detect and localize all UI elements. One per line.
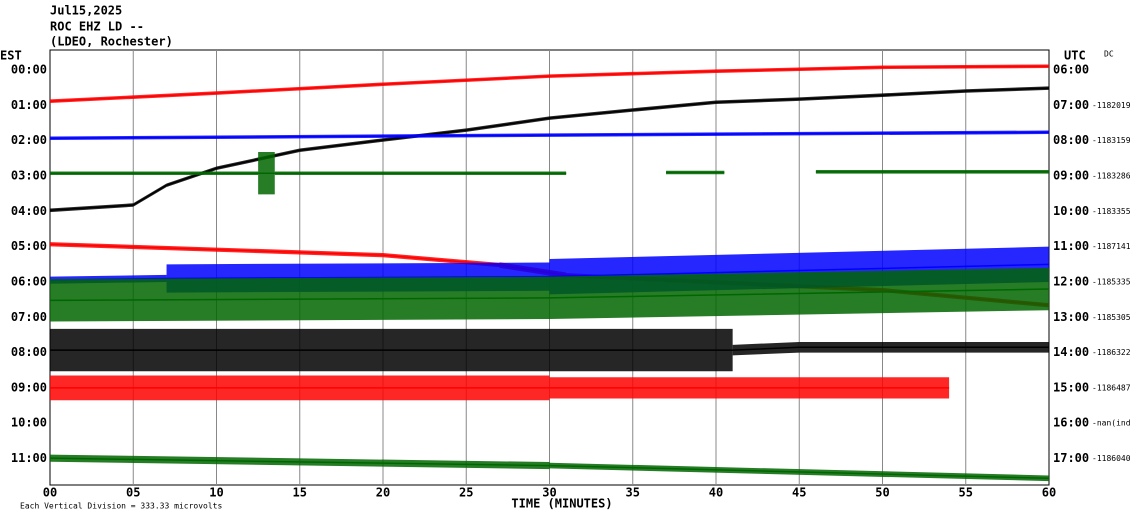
- x-tick-label: 50: [875, 486, 889, 500]
- dc-offset: -1187141: [1092, 242, 1130, 251]
- offset-title: DC: [1104, 50, 1114, 59]
- y-tick-label: 08:00: [11, 345, 47, 359]
- dc-offset: -1185305: [1092, 313, 1130, 322]
- y2-tick-label: 14:00: [1053, 345, 1089, 359]
- y2-tick-label: 08:00: [1053, 133, 1089, 147]
- x-tick-label: 15: [293, 486, 307, 500]
- trace: [50, 346, 1049, 351]
- x-tick-label: 00: [43, 486, 57, 500]
- footnote: Each Vertical Division = 333.33 microvol…: [20, 502, 222, 511]
- trace: [49, 457, 1050, 480]
- dc-offset: -nan(ind: [1092, 419, 1130, 428]
- x-tick-label: 55: [959, 486, 973, 500]
- y2-tick-label: 16:00: [1053, 416, 1089, 430]
- y2-tick-label: 09:00: [1053, 169, 1089, 183]
- x-tick-label: 30: [542, 486, 556, 500]
- chart-title: Jul15,2025: [50, 4, 122, 18]
- y2-tick-label: 15:00: [1053, 380, 1089, 394]
- y-tick-label: 00:00: [11, 63, 47, 77]
- y-tick-label: 01:00: [11, 98, 47, 112]
- y2-tick-label: 17:00: [1053, 451, 1089, 465]
- dc-offset: -1182019: [1092, 101, 1130, 110]
- dc-offset: -1183159: [1092, 136, 1130, 145]
- trace: [49, 288, 1050, 302]
- x-tick-label: 20: [376, 486, 390, 500]
- y-tick-label: 03:00: [11, 169, 47, 183]
- right-axis-title: UTC: [1064, 49, 1086, 63]
- dc-offset: -1186487: [1092, 383, 1130, 392]
- y2-tick-label: 06:00: [1053, 63, 1089, 77]
- x-tick-label: 25: [459, 486, 473, 500]
- left-axis-title: EST: [0, 49, 22, 63]
- y-tick-label: 07:00: [11, 310, 47, 324]
- trace: [49, 87, 1050, 212]
- y2-tick-label: 10:00: [1053, 204, 1089, 218]
- y-tick-label: 05:00: [11, 239, 47, 253]
- y2-tick-label: 11:00: [1053, 239, 1089, 253]
- y-tick-label: 04:00: [11, 204, 47, 218]
- x-axis-title: TIME (MINUTES): [511, 497, 612, 511]
- x-tick-label: 60: [1042, 486, 1056, 500]
- y-tick-label: 02:00: [11, 133, 47, 147]
- trace: [49, 65, 1050, 102]
- trace: [50, 171, 1049, 174]
- station: (LDEO, Rochester): [50, 35, 173, 49]
- x-tick-label: 05: [126, 486, 140, 500]
- y-tick-label: 09:00: [11, 380, 47, 394]
- dc-offset: -1183355: [1092, 207, 1130, 216]
- y2-tick-label: 07:00: [1053, 98, 1089, 112]
- x-tick-label: 45: [792, 486, 806, 500]
- x-tick-label: 40: [709, 486, 723, 500]
- dc-offset: -1186040: [1092, 454, 1130, 463]
- y-tick-label: 10:00: [11, 416, 47, 430]
- dc-offset: -1185335: [1092, 277, 1130, 286]
- chart-subtitle: ROC EHZ LD --: [50, 20, 144, 34]
- y-tick-label: 06:00: [11, 274, 47, 288]
- y-tick-label: 11:00: [11, 451, 47, 465]
- y2-tick-label: 12:00: [1053, 274, 1089, 288]
- trace: [49, 131, 1050, 140]
- dc-offset: -1186322: [1092, 348, 1130, 357]
- y2-tick-label: 13:00: [1053, 310, 1089, 324]
- dc-offset: -1183286: [1092, 172, 1130, 181]
- x-tick-label: 10: [209, 486, 223, 500]
- x-tick-label: 35: [626, 486, 640, 500]
